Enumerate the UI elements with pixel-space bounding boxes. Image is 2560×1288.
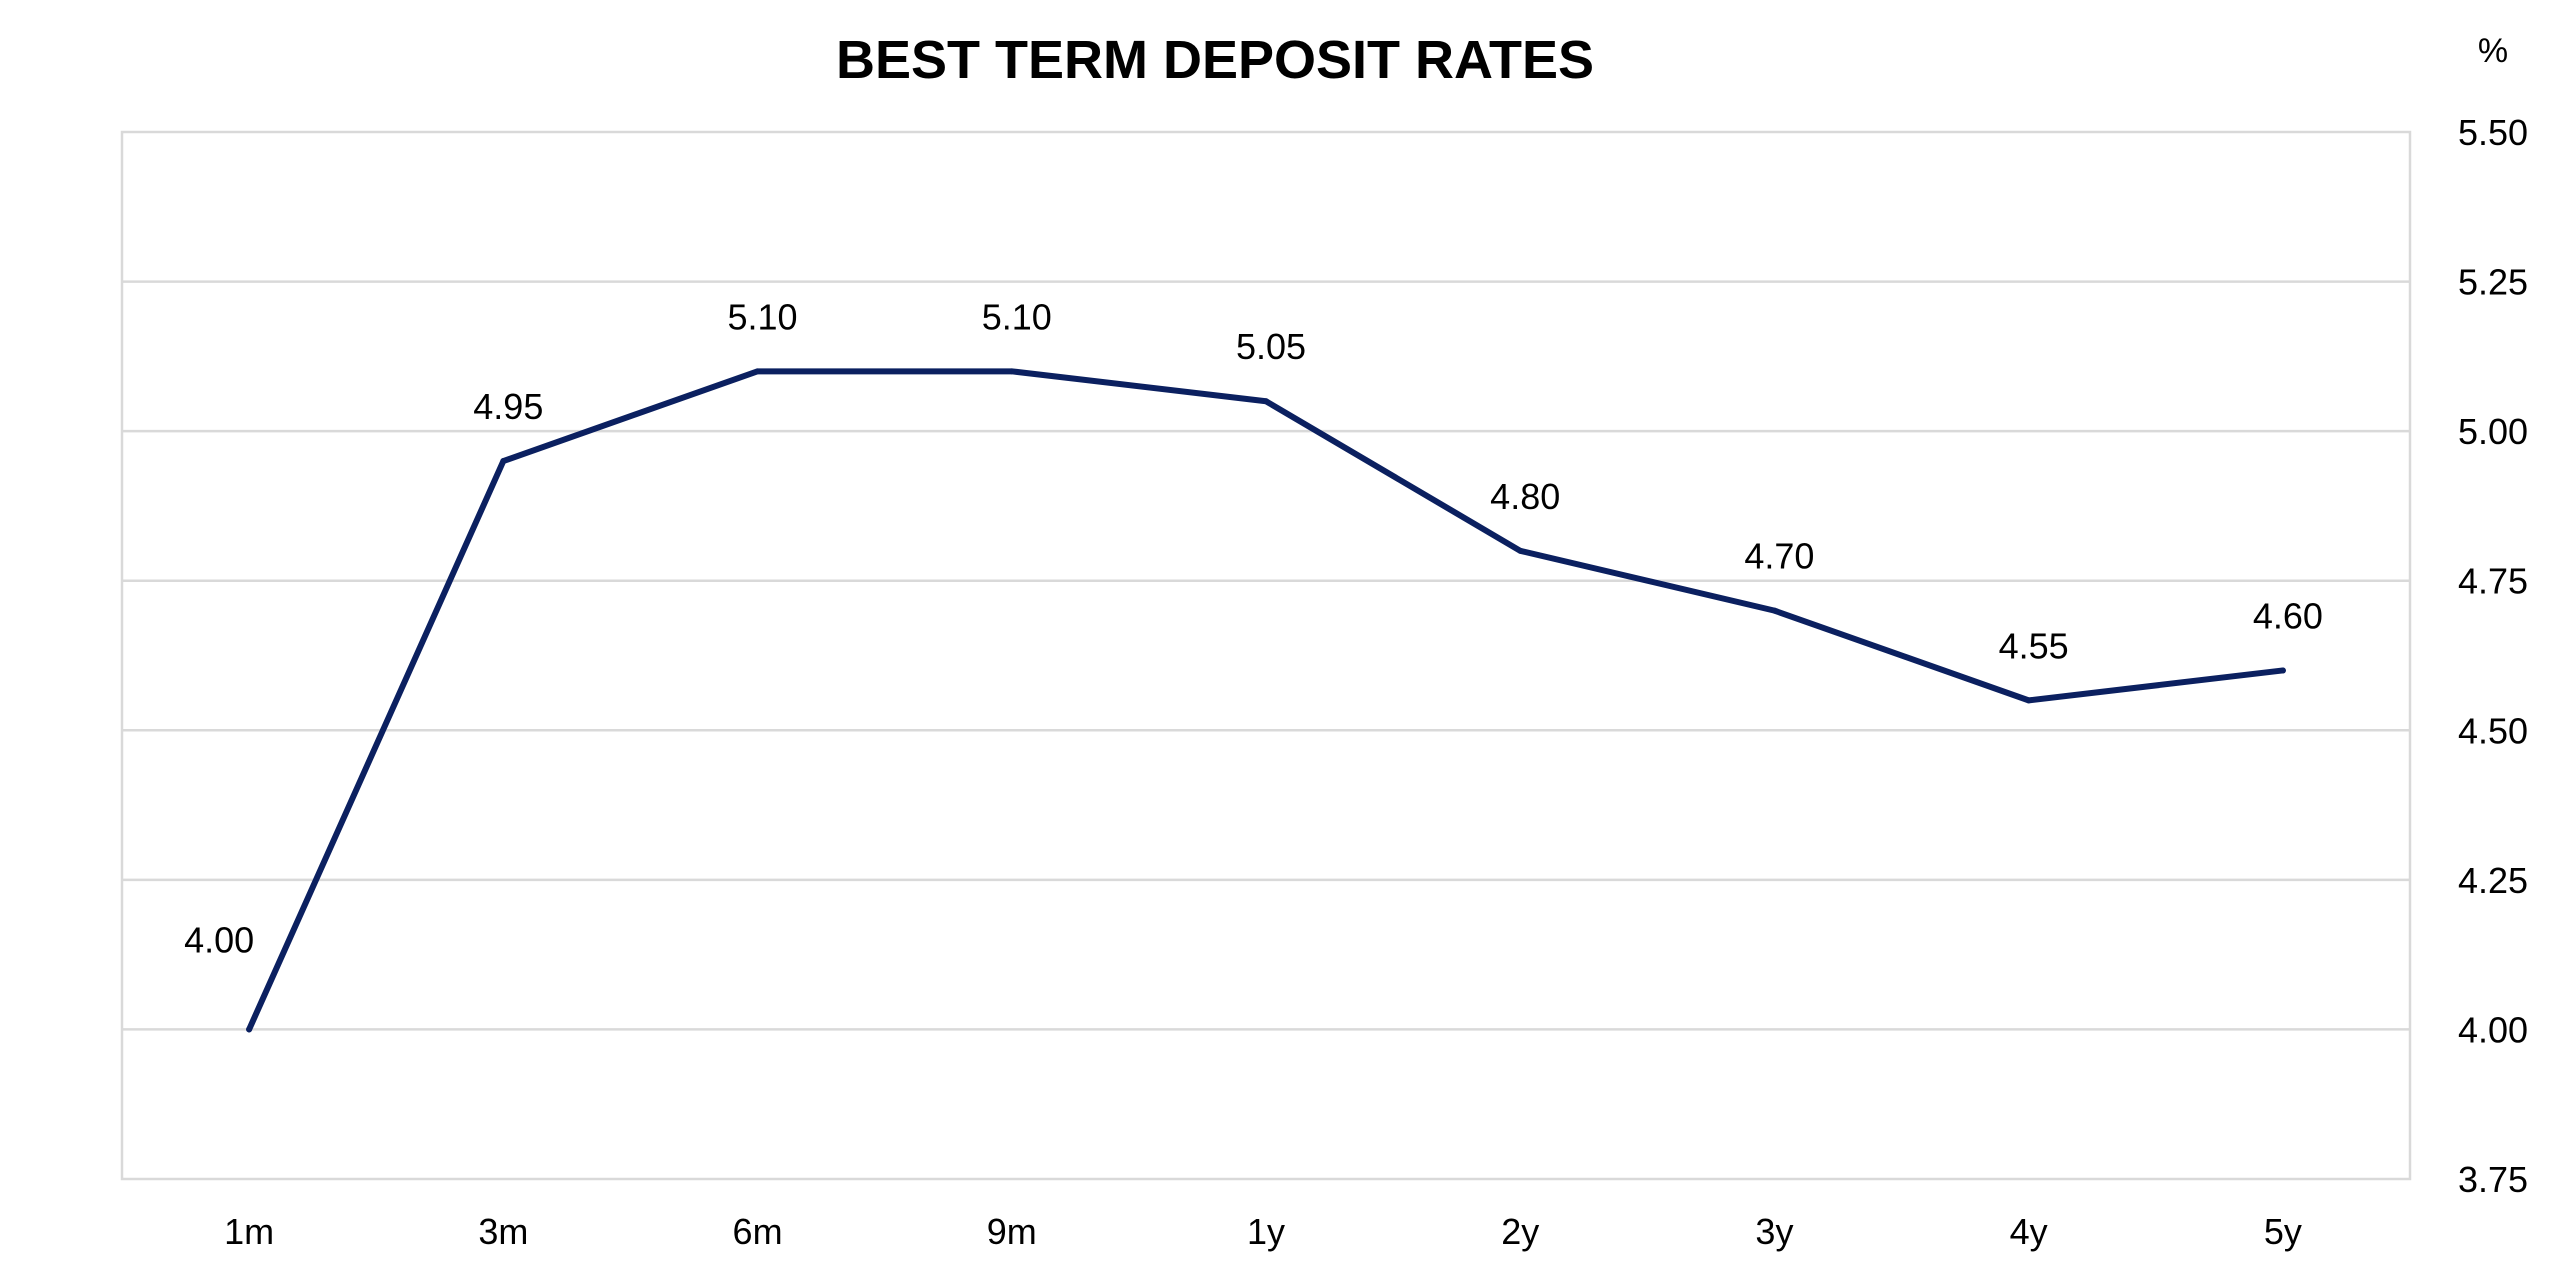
x-tick-label: 3y [1755, 1211, 1793, 1252]
y-axis-unit-label: % [2478, 32, 2508, 70]
x-tick-label: 1y [1247, 1211, 1285, 1252]
data-label: 4.95 [473, 386, 543, 427]
data-label: 4.70 [1744, 536, 1814, 577]
data-point [500, 458, 507, 465]
y-tick-label: 4.75 [2458, 561, 2528, 602]
data-label: 5.10 [982, 296, 1052, 337]
data-label: 4.80 [1490, 476, 1560, 517]
x-tick-label: 6m [733, 1211, 783, 1252]
data-point [1771, 607, 1778, 614]
y-tick-label: 5.00 [2458, 411, 2528, 452]
x-tick-label: 9m [987, 1211, 1037, 1252]
y-tick-label: 4.25 [2458, 860, 2528, 901]
data-point [1008, 368, 1015, 375]
data-label: 4.00 [184, 919, 254, 960]
x-tick-label: 4y [2010, 1211, 2048, 1252]
gridlines [122, 280, 2410, 1031]
data-point [754, 368, 761, 375]
x-tick-label: 1m [224, 1211, 274, 1252]
data-labels: 4.00 4.95 5.10 5.10 5.05 4.80 4.70 4.55 4.60 [184, 296, 2323, 960]
plot-area-border [120, 130, 2412, 1181]
x-tick-label: 3m [478, 1211, 528, 1252]
data-point [2025, 697, 2032, 704]
y-tick-label: 4.50 [2458, 710, 2528, 751]
data-point [246, 1026, 253, 1033]
y-tick-label: 5.25 [2458, 262, 2528, 303]
x-tick-label: 5y [2264, 1211, 2302, 1252]
data-point [1263, 398, 1269, 405]
y-tick-label: 5.50 [2458, 112, 2528, 153]
chart-title: BEST TERM DEPOSIT RATES [836, 30, 1594, 90]
data-point [2279, 667, 2286, 674]
data-label: 4.60 [2253, 595, 2323, 636]
y-axis-tick-labels: 3.75 4.00 4.25 4.50 4.75 5.00 5.25 5.50 [2458, 112, 2528, 1200]
series-line [246, 368, 2286, 1033]
data-label: 5.05 [1236, 326, 1306, 367]
x-tick-label: 2y [1501, 1211, 1539, 1252]
y-tick-label: 3.75 [2458, 1159, 2528, 1200]
series-lines [246, 368, 2286, 1033]
data-label: 5.10 [728, 296, 798, 337]
y-tick-label: 4.00 [2458, 1009, 2528, 1050]
x-axis-tick-labels: 1m 3m 6m 9m 1y 2y 3y 4y 5y [224, 1211, 2302, 1252]
data-label: 4.55 [1999, 625, 2069, 666]
data-point [1517, 547, 1524, 554]
